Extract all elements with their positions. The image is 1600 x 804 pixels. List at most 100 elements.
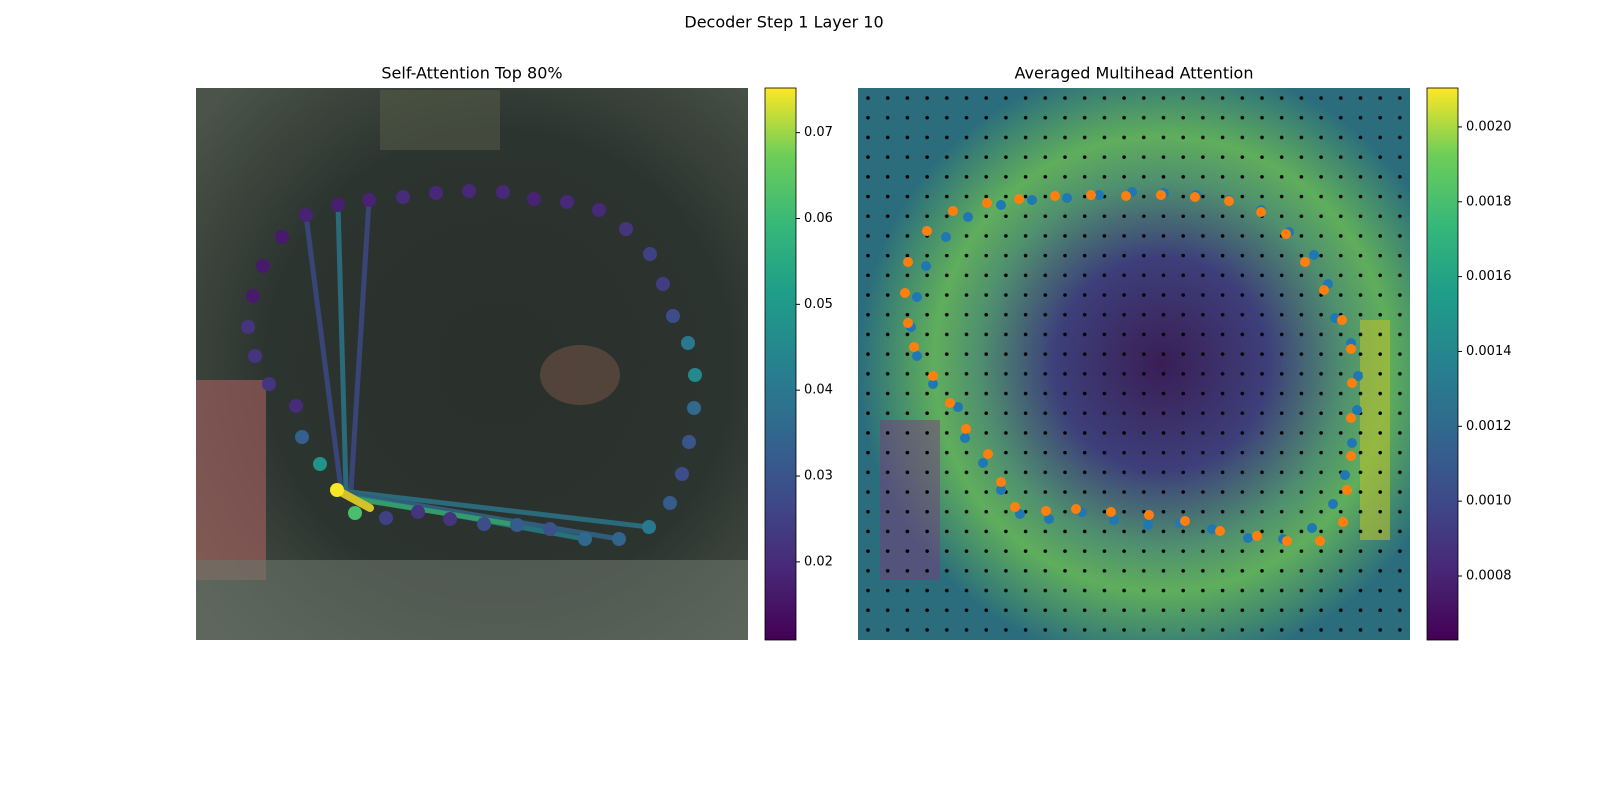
point (1346, 451, 1356, 461)
point (912, 351, 922, 361)
point (619, 222, 633, 236)
point (1342, 485, 1352, 495)
point (960, 433, 970, 443)
point (462, 184, 476, 198)
colorbar-tick-label: 0.0008 (1466, 569, 1512, 584)
point (948, 206, 958, 216)
point (1347, 438, 1357, 448)
colorbar-tick-label: 0.07 (804, 125, 833, 140)
point (1224, 196, 1234, 206)
point (656, 277, 670, 291)
point (275, 230, 289, 244)
point (909, 342, 919, 352)
point (1190, 192, 1200, 202)
point (961, 424, 971, 434)
point (903, 257, 913, 267)
point (396, 190, 410, 204)
point (543, 522, 557, 536)
colorbar-tick-label: 0.04 (804, 383, 833, 398)
point (1106, 507, 1116, 517)
point (330, 483, 344, 497)
colorbar-tick-label: 0.03 (804, 469, 833, 484)
point (241, 320, 255, 334)
point (1256, 207, 1266, 217)
point (1180, 516, 1190, 526)
point (1315, 536, 1325, 546)
point (1346, 344, 1356, 354)
panel-title: Averaged Multihead Attention (1015, 64, 1254, 83)
point (1328, 499, 1338, 509)
point (963, 212, 973, 222)
point (1319, 285, 1329, 295)
point (982, 198, 992, 208)
point (996, 200, 1006, 210)
colorbar-tick-label: 0.05 (804, 297, 833, 312)
point (682, 435, 696, 449)
point (527, 192, 541, 206)
colorbar-tick-label: 0.0018 (1466, 194, 1512, 209)
point (928, 371, 938, 381)
point (1307, 523, 1317, 533)
colorbar (764, 87, 797, 641)
point (1352, 405, 1362, 415)
point (922, 226, 932, 236)
point (1338, 517, 1348, 527)
point (348, 506, 362, 520)
point (362, 193, 376, 207)
point (1014, 194, 1024, 204)
point (1340, 470, 1350, 480)
colorbar-tick-label: 0.0010 (1466, 494, 1512, 509)
point (941, 232, 951, 242)
point (379, 511, 393, 525)
point (903, 318, 913, 328)
point (612, 532, 626, 546)
grid-dots (858, 88, 1410, 640)
point (1252, 531, 1262, 541)
point (900, 288, 910, 298)
point (1243, 533, 1253, 543)
point (477, 517, 491, 531)
point (945, 398, 955, 408)
colorbar-tick-label: 0.0016 (1466, 269, 1512, 284)
point (928, 379, 938, 389)
point (1346, 413, 1356, 423)
panel-title: Self-Attention Top 80% (381, 64, 562, 83)
point (256, 259, 270, 273)
point (289, 399, 303, 413)
point (299, 208, 313, 222)
point (1143, 520, 1153, 530)
point (1309, 250, 1319, 260)
point (1281, 229, 1291, 239)
point (643, 247, 657, 261)
point (1050, 191, 1060, 201)
point (912, 292, 922, 302)
colorbar-tick-label: 0.0012 (1466, 419, 1512, 434)
point (996, 485, 1006, 495)
point (663, 496, 677, 510)
point (1086, 190, 1096, 200)
point (1094, 190, 1104, 200)
colorbar (1426, 87, 1459, 641)
point (560, 195, 574, 209)
point (1156, 190, 1166, 200)
point (675, 467, 689, 481)
colorbar-tick-label: 0.0014 (1466, 344, 1512, 359)
point (331, 198, 345, 212)
point (429, 186, 443, 200)
point (1044, 514, 1054, 524)
point (1144, 510, 1154, 520)
attention-lines (303, 197, 652, 542)
point (681, 336, 695, 350)
point (1010, 502, 1020, 512)
point (1347, 378, 1357, 388)
point (496, 185, 510, 199)
colorbar-tick-label: 0.02 (804, 554, 833, 569)
point (510, 518, 524, 532)
point (411, 505, 425, 519)
point (983, 449, 993, 459)
point (921, 261, 931, 271)
point (1062, 193, 1072, 203)
point (1300, 257, 1310, 267)
point (996, 477, 1006, 487)
